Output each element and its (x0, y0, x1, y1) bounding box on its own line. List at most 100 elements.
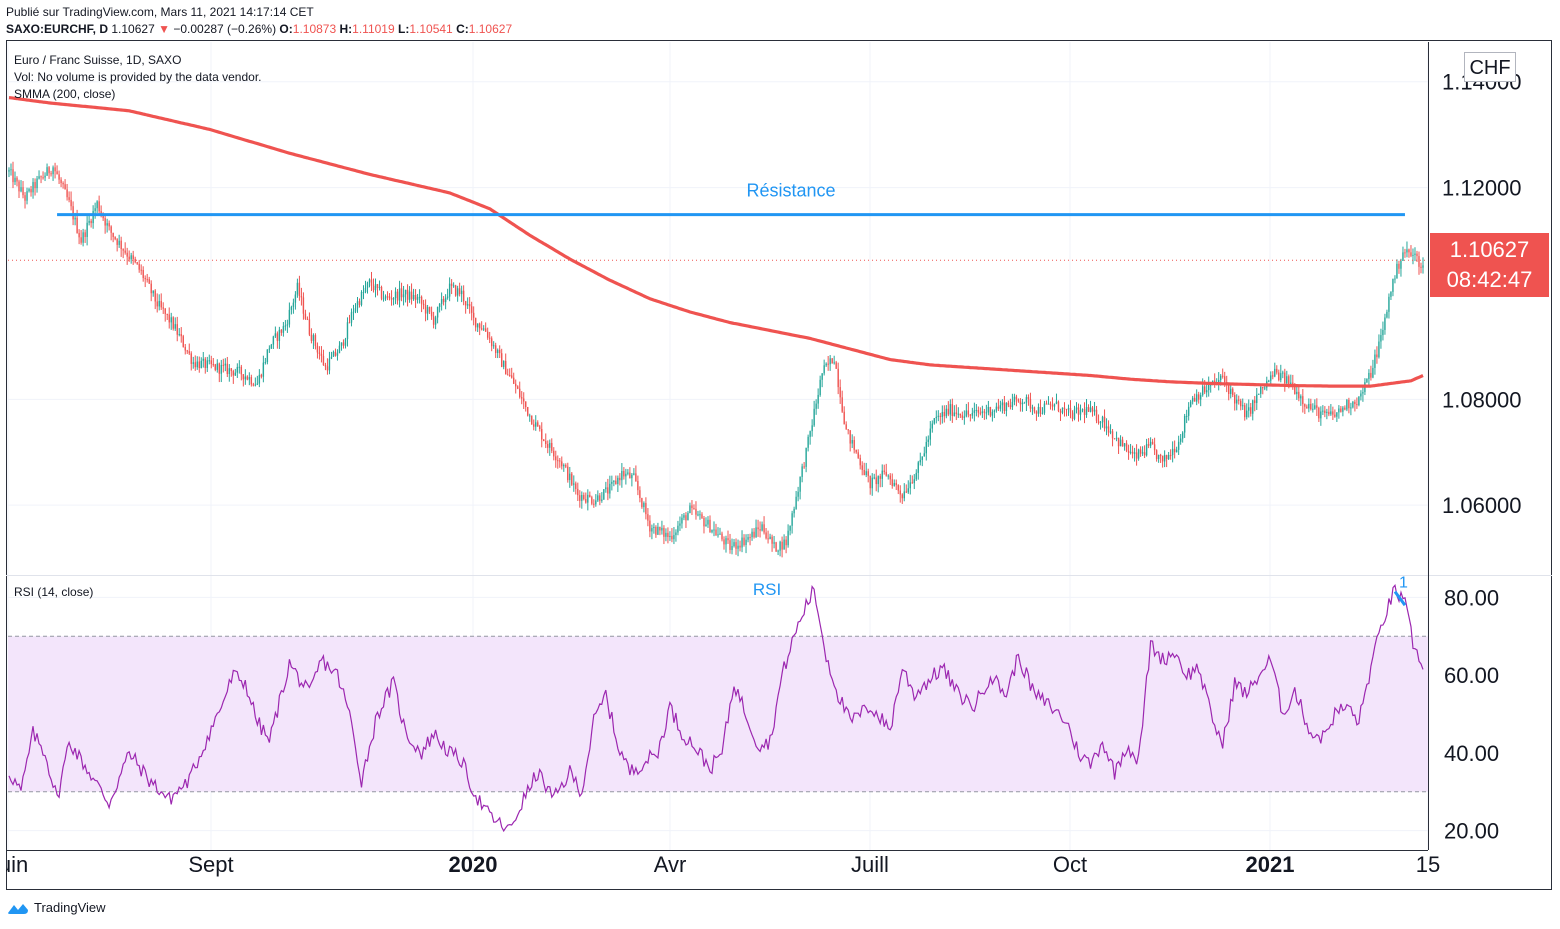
candle (314, 335, 317, 346)
candle (404, 289, 407, 295)
candle (769, 536, 771, 540)
candle (843, 411, 845, 425)
candle (488, 337, 491, 339)
rsi-annotation: RSI (753, 580, 781, 599)
candle (625, 473, 627, 477)
candle (240, 366, 243, 375)
candle (1145, 444, 1148, 456)
candle (779, 541, 781, 551)
candle (1059, 411, 1062, 413)
candle (1410, 252, 1412, 256)
candle (1342, 407, 1344, 412)
candle (1131, 451, 1134, 454)
candle (663, 527, 665, 537)
candle (1304, 404, 1306, 407)
candle (1374, 354, 1376, 368)
candle (513, 377, 515, 384)
candle (587, 494, 589, 503)
legend-volume: Vol: No volume is provided by the data v… (14, 70, 262, 84)
candle (517, 386, 519, 389)
candle (212, 364, 214, 366)
candle (1011, 401, 1014, 408)
candle (879, 476, 881, 479)
candle (1039, 406, 1042, 414)
candle (1075, 407, 1078, 410)
candle (364, 287, 367, 293)
candle (579, 495, 581, 501)
candle (1236, 399, 1238, 404)
candle (995, 406, 998, 411)
candle (1057, 401, 1060, 412)
candle (1129, 451, 1132, 453)
candle (438, 303, 441, 308)
candle (509, 374, 511, 376)
candle (150, 283, 152, 294)
candle (915, 472, 917, 480)
candle (683, 515, 685, 518)
candle (1097, 420, 1100, 423)
candle (1308, 403, 1310, 409)
candle (515, 383, 517, 387)
candle (392, 298, 395, 300)
candle (1380, 335, 1382, 342)
time-tick-label: Oct (1053, 852, 1087, 877)
candle (156, 301, 158, 307)
candle (881, 470, 883, 479)
candle (921, 456, 923, 460)
candle (551, 442, 553, 451)
candle (390, 298, 393, 300)
candle (1021, 402, 1024, 405)
candle (933, 418, 936, 424)
candle (26, 191, 28, 201)
candle (1113, 438, 1116, 440)
candle (1272, 375, 1274, 377)
candle (192, 362, 194, 364)
candle (981, 411, 984, 414)
candle (436, 307, 439, 318)
candle (338, 345, 341, 354)
candle (1083, 409, 1086, 415)
candle (1350, 407, 1352, 409)
candle (132, 255, 134, 260)
candle (236, 367, 239, 373)
candle (1153, 444, 1156, 451)
candle (849, 430, 851, 444)
candle (1111, 431, 1114, 439)
candle (835, 362, 837, 369)
candle (847, 429, 849, 431)
candle (781, 541, 783, 550)
candle (519, 388, 521, 398)
currency-button[interactable]: CHF (1464, 52, 1516, 82)
candle (1205, 390, 1208, 393)
candle (194, 362, 196, 368)
candle (182, 336, 184, 347)
candle (817, 394, 819, 404)
candle (292, 302, 295, 307)
candle (318, 352, 321, 354)
candle (615, 480, 617, 485)
price-tag-value: 1.10627 (1449, 237, 1530, 262)
candle (222, 364, 225, 366)
candle (855, 449, 857, 453)
footer-brand[interactable]: TradingView (6, 900, 106, 915)
candle (719, 533, 721, 535)
candle (577, 488, 579, 496)
candle (987, 406, 990, 413)
candle (665, 532, 667, 537)
candle (300, 296, 303, 298)
candle (110, 226, 112, 233)
candle (1284, 372, 1286, 384)
candle (609, 483, 611, 494)
candle (12, 169, 14, 183)
candle (535, 422, 537, 427)
last-price: 1.10627 (111, 22, 155, 36)
candle (296, 282, 299, 295)
candle (324, 365, 327, 367)
candle (1055, 401, 1058, 404)
candle (911, 482, 913, 484)
candle (1037, 406, 1040, 414)
candle (643, 502, 645, 508)
candle (737, 545, 739, 549)
candle (877, 476, 879, 485)
